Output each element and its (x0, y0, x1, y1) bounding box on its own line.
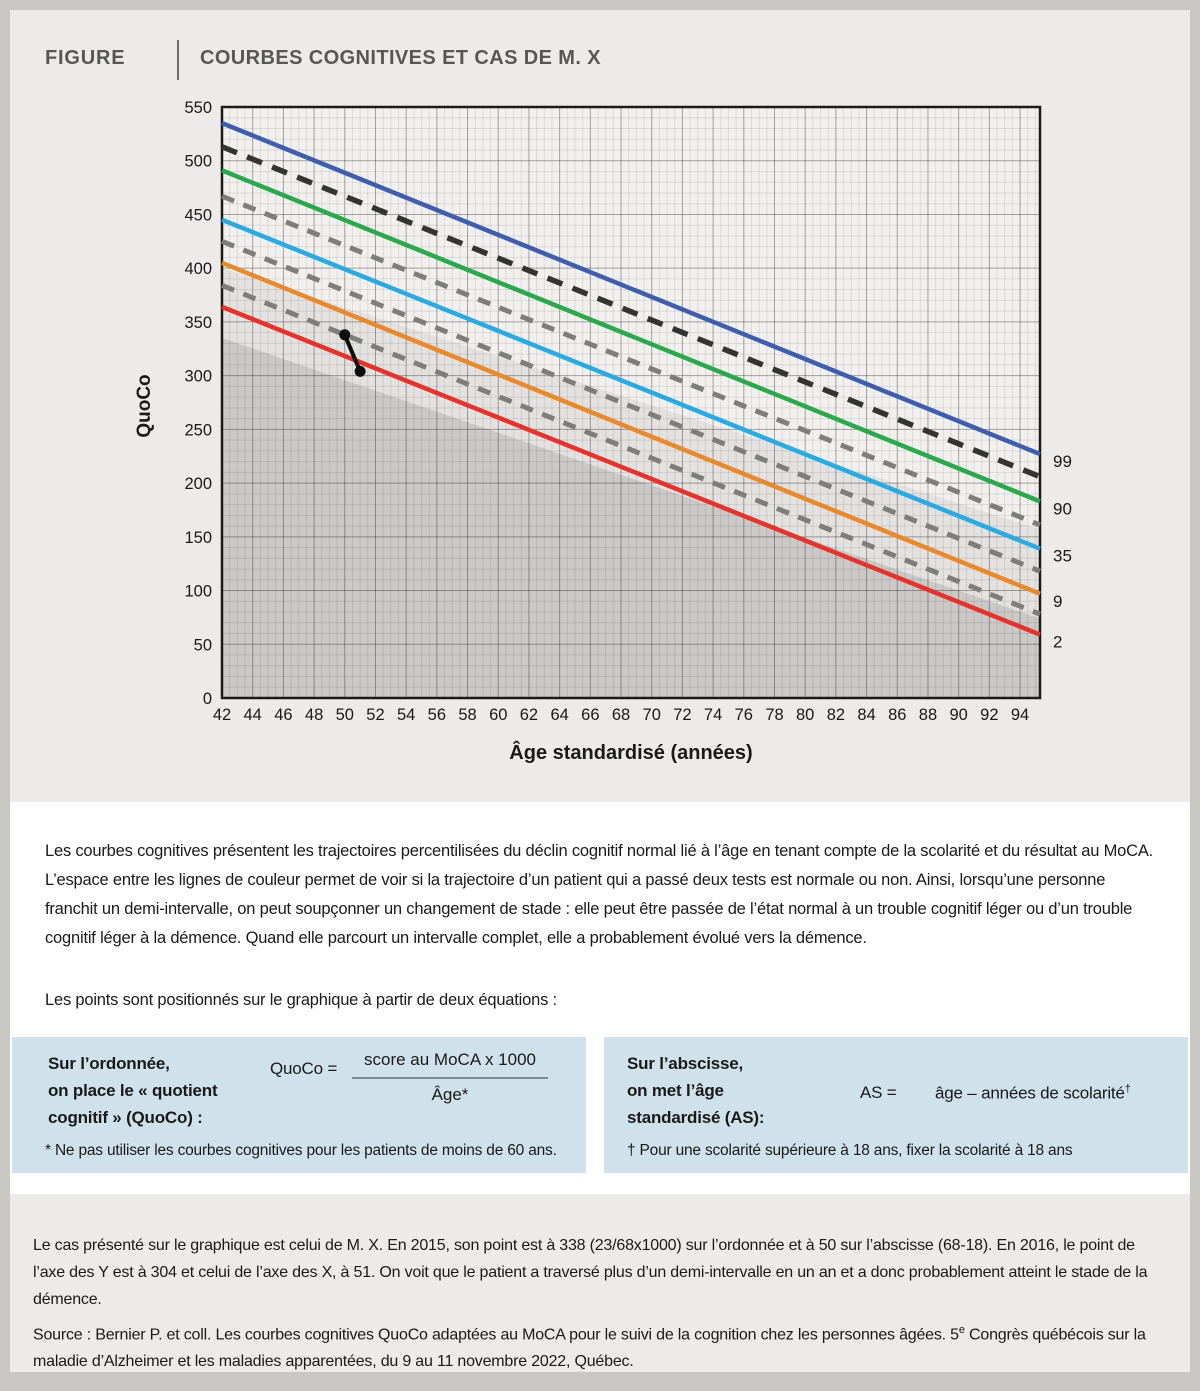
y-axis-title: QuoCo (134, 374, 155, 437)
x-tick-label: 70 (643, 706, 661, 724)
x-tick-label: 90 (949, 706, 967, 724)
y-tick-label: 500 (184, 153, 212, 171)
x-axis-title: Âge standardisé (années) (509, 740, 752, 764)
percentile-90-line (221, 168, 1041, 504)
x-tick-label: 62 (520, 706, 538, 724)
half-interval-9-2-line (221, 283, 1041, 617)
x-tick-label: 78 (765, 706, 783, 724)
half-interval-90-35-line (221, 193, 1041, 528)
x-tick-label: 72 (673, 706, 691, 724)
equations-intro: Les points sont positionnés sur le graph… (45, 990, 557, 1009)
x-tick-label: 74 (704, 706, 722, 724)
percentile-35-line (221, 217, 1041, 551)
ordinal-superscript: e (958, 1324, 965, 1336)
percentile-label-99: 99 (1053, 452, 1072, 471)
risk-bands (222, 268, 1040, 698)
source-note: Source : Bernier P. et coll. Les courbes… (33, 1324, 1146, 1371)
x-tick-label: 48 (305, 706, 323, 724)
x-tick-label: 92 (980, 706, 998, 724)
patient-point-2 (354, 365, 366, 377)
half-interval-35-9-line (221, 238, 1041, 574)
figure-label: FIGURE (45, 47, 126, 69)
abscissa-footnote: † Pour une scolarité supérieure à 18 ans… (627, 1142, 1073, 1159)
ordinate-heading: Sur l’ordonnée, on place le « quotient c… (48, 1050, 218, 1131)
patient-trajectory (339, 329, 366, 377)
fraction-bar (352, 1077, 548, 1079)
x-tick-label: 44 (244, 706, 262, 724)
ordinate-footnote: * Ne pas utiliser les courbes cognitives… (45, 1142, 557, 1159)
x-tick-label: 80 (796, 706, 814, 724)
y-tick-label: 200 (184, 475, 212, 493)
abscissa-heading-line1: Sur l’abscisse, (627, 1054, 744, 1073)
percentile-lines (220, 121, 1042, 637)
x-tick-label: 50 (336, 706, 354, 724)
y-tick-label: 450 (184, 206, 212, 224)
percentile-2-line (221, 304, 1041, 637)
percentile-9-line (221, 260, 1041, 596)
patient-segment (342, 334, 362, 373)
ordinate-heading-line1: Sur l’ordonnée, (48, 1054, 170, 1073)
y-tick-label: 150 (184, 529, 212, 547)
ordinate-equation-box: Sur l’ordonnée, on place le « quotient c… (12, 1037, 586, 1173)
header-divider (177, 40, 179, 80)
x-tick-label: 88 (919, 706, 937, 724)
case-note: Le cas présenté sur le graphique est cel… (33, 1237, 1148, 1308)
x-tick-label: 84 (857, 706, 875, 724)
x-tick-label: 60 (489, 706, 507, 724)
x-tick-label: 46 (274, 706, 292, 724)
percentile-label-35: 35 (1053, 547, 1072, 566)
description-paragraph: Les courbes cognitives présentent les tr… (45, 841, 1154, 947)
y-tick-label: 0 (203, 690, 212, 708)
axis-labels: 0 50 100 150 200 250 300 350 400 450 500 550 42 44 46 4… (134, 99, 1029, 764)
y-tick-label: 400 (184, 260, 212, 278)
abscissa-heading-line2: on met l’âge (627, 1081, 724, 1100)
y-tick-label: 50 (194, 636, 212, 654)
abscissa-heading: Sur l’abscisse, on met l’âge standardisé… (627, 1050, 765, 1131)
as-equation-lhs: AS = (860, 1083, 897, 1102)
dagger-superscript: † (1124, 1083, 1131, 1095)
ordinate-heading-line3: cognitif » (QuoCo) : (48, 1108, 203, 1127)
x-tick-label: 42 (213, 706, 231, 724)
percentile-label-2: 2 (1053, 633, 1062, 652)
y-tick-label: 250 (184, 421, 212, 439)
zone-demence (222, 338, 1040, 698)
percentile-99-line (221, 121, 1041, 457)
x-tick-label: 66 (581, 706, 599, 724)
quoco-equation-lhs: QuoCo = (270, 1059, 338, 1078)
x-tick-label: 76 (735, 706, 753, 724)
figure-title: COURBES COGNITIVES ET CAS DE M. X (200, 47, 602, 69)
y-tick-label: 550 (184, 99, 212, 117)
x-tick-label: 86 (888, 706, 906, 724)
x-tick-label: 56 (428, 706, 446, 724)
percentile-labels: 99 90 35 9 2 (1053, 452, 1072, 652)
abscissa-equation-box: Sur l’abscisse, on met l’âge standardisé… (604, 1037, 1188, 1173)
y-tick-label: 300 (184, 368, 212, 386)
y-tick-label: 350 (184, 314, 212, 332)
ordinate-heading-line2: on place le « quotient (48, 1081, 218, 1100)
x-tick-label: 82 (827, 706, 845, 724)
quoco-fraction: score au MoCA x 1000 Âge* (352, 1050, 548, 1105)
percentile-label-90: 90 (1053, 499, 1072, 518)
y-tick-label: 100 (184, 583, 212, 601)
x-tick-label: 58 (458, 706, 476, 724)
plot-border (220, 105, 1042, 700)
as-equation-rhs: âge – années de scolarité† (935, 1083, 1131, 1103)
x-tick-label: 54 (397, 706, 415, 724)
x-tick-label: 64 (550, 706, 568, 724)
x-tick-label: 52 (366, 706, 384, 724)
patient-point-1 (339, 329, 351, 341)
x-tick-label: 68 (612, 706, 630, 724)
percentile-label-9: 9 (1053, 592, 1062, 611)
case-section (10, 1194, 1190, 1372)
abscissa-heading-line3: standardisé (AS): (627, 1108, 765, 1127)
quoco-denominator: Âge* (431, 1085, 469, 1104)
x-tick-label: 94 (1011, 706, 1029, 724)
quoco-numerator: score au MoCA x 1000 (364, 1050, 536, 1069)
half-interval-99-90-line (220, 144, 1042, 480)
